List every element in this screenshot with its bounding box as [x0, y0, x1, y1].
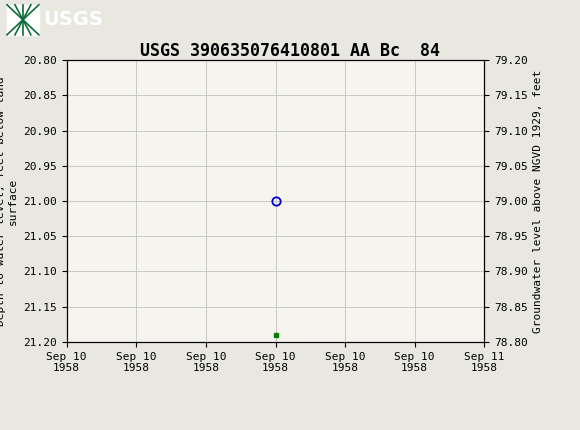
FancyBboxPatch shape: [7, 5, 39, 35]
Text: USGS: USGS: [44, 10, 103, 29]
Text: USGS 390635076410801 AA Bc  84: USGS 390635076410801 AA Bc 84: [140, 42, 440, 60]
Y-axis label: Groundwater level above NGVD 1929, feet: Groundwater level above NGVD 1929, feet: [534, 69, 543, 333]
Y-axis label: Depth to water level, feet below land
surface: Depth to water level, feet below land su…: [0, 76, 17, 326]
